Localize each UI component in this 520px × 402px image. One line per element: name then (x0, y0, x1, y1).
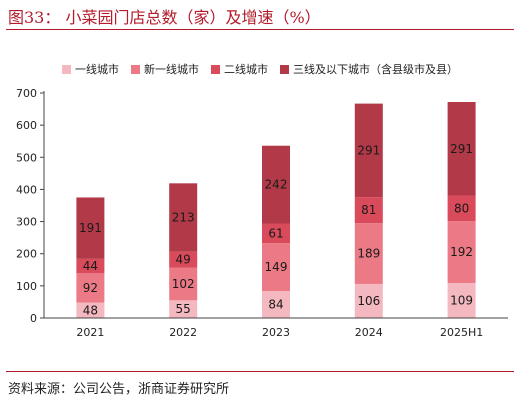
data-label: 102 (172, 277, 195, 291)
bar-segment (354, 283, 383, 318)
legend-swatch (211, 65, 220, 74)
legend-label: 新一线城市 (144, 62, 199, 76)
y-tick-label: 0 (30, 312, 37, 325)
bar-segment (262, 223, 290, 244)
y-tick-label: 100 (16, 280, 37, 293)
legend-swatch (131, 65, 140, 74)
bar-segment (447, 102, 476, 196)
bar-segment (262, 243, 290, 291)
bar-segment (354, 223, 383, 284)
bars: 48 92 44 191 55 102 49 213 84 149 61 242 106 189 81 291… (76, 102, 476, 318)
data-label: 291 (357, 143, 380, 157)
title-rule (6, 29, 514, 30)
y-tick-label: 500 (16, 151, 37, 164)
bar-segment (169, 251, 198, 268)
legend-label: 一线城市 (75, 62, 119, 76)
x-tick-label: 2022 (169, 326, 197, 339)
data-label: 55 (176, 302, 191, 316)
bar-segment (76, 258, 105, 273)
bar-segment (354, 197, 383, 224)
bar-segment (447, 195, 476, 222)
y-tick-label: 700 (16, 87, 37, 100)
legend-swatch (62, 65, 71, 74)
bar-segment (169, 267, 198, 301)
legend-swatch (280, 65, 289, 74)
data-label: 92 (83, 281, 98, 295)
x-axis: 2021 2022 2023 2024 2025H1 (44, 317, 508, 339)
data-label: 109 (450, 293, 473, 307)
data-label: 191 (79, 221, 102, 235)
footer-rule (6, 371, 514, 372)
data-label: 213 (172, 211, 195, 225)
y-tick-label: 600 (16, 119, 37, 132)
data-label: 44 (83, 259, 98, 273)
x-tick-label: 2021 (76, 326, 104, 339)
data-label: 48 (83, 303, 98, 317)
data-label: 49 (176, 253, 191, 267)
x-tick-label: 2023 (262, 326, 290, 339)
y-tick-label: 200 (16, 248, 37, 261)
bar-segment (354, 103, 383, 198)
data-label: 291 (450, 142, 473, 156)
bar-segment (76, 273, 105, 303)
data-label: 242 (265, 178, 288, 192)
y-axis: 0 100 200 300 400 500 600 700 (16, 87, 45, 325)
bar-segment (169, 300, 198, 318)
legend-label: 三线及以下城市（含县级市及县） (293, 62, 458, 76)
data-label: 106 (357, 294, 380, 308)
source-note: 资料来源：公司公告，浙商证券研究所 (8, 382, 230, 397)
figure-title: 图33： 小菜园门店总数（家）及增速（%） (8, 8, 321, 27)
bar-segment (76, 197, 105, 259)
legend-label: 二线城市 (224, 62, 268, 76)
bar-segment (262, 145, 290, 224)
x-tick-label: 2024 (355, 326, 383, 339)
x-tick-label: 2025H1 (440, 326, 483, 339)
bar-segment (447, 221, 476, 283)
y-tick-label: 400 (16, 183, 37, 196)
legend: 一线城市 新一线城市 二线城市 三线及以下城市（含县级市及县） (62, 62, 458, 76)
bar-segment (169, 183, 198, 252)
y-tick-label: 300 (16, 216, 37, 229)
data-label: 192 (450, 245, 473, 259)
data-label: 81 (361, 203, 376, 217)
data-label: 80 (454, 201, 469, 215)
data-label: 61 (268, 226, 283, 240)
data-label: 149 (265, 260, 288, 274)
data-label: 84 (268, 298, 283, 312)
bar-segment (262, 291, 290, 318)
bar-segment (76, 302, 105, 318)
bar-segment (447, 282, 476, 318)
data-label: 189 (357, 247, 380, 261)
